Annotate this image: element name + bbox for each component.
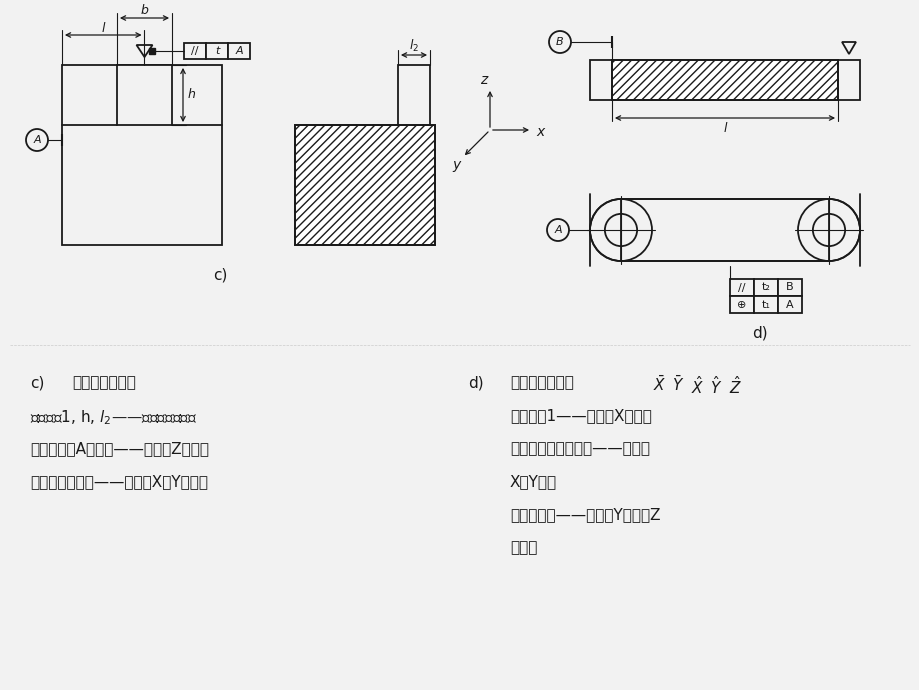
Bar <box>729 279 754 296</box>
Text: 限制五个自由度: 限制五个自由度 <box>509 375 573 390</box>
Text: A: A <box>33 135 40 145</box>
Text: $\hat{Y}$: $\hat{Y}$ <box>709 375 721 397</box>
Circle shape <box>797 199 859 261</box>
Text: B: B <box>556 37 563 47</box>
Text: A: A <box>786 299 793 310</box>
Text: //: // <box>191 46 199 56</box>
Bar <box>117 65 172 125</box>
Text: ⊕: ⊕ <box>736 299 746 310</box>
Text: h: h <box>187 88 196 101</box>
Text: z: z <box>480 73 487 87</box>
Text: 保证与基准A平行度——限制绕Z转动。: 保证与基准A平行度——限制绕Z转动。 <box>30 441 209 456</box>
Circle shape <box>549 31 571 53</box>
Bar <box>754 279 777 296</box>
Bar <box>398 65 429 125</box>
Bar <box>184 43 206 59</box>
Text: y: y <box>452 158 460 172</box>
Bar <box>295 125 435 245</box>
Circle shape <box>26 129 48 151</box>
Text: 转动；: 转动； <box>509 540 537 555</box>
Bar <box>611 60 837 100</box>
Text: 限制六个自由度: 限制六个自由度 <box>72 375 136 390</box>
Text: //: // <box>737 282 745 293</box>
Bar <box>62 65 221 245</box>
Text: $\hat{Z}$: $\hat{Z}$ <box>728 375 742 397</box>
Text: l: l <box>101 21 105 34</box>
Text: A: A <box>235 46 243 56</box>
Bar <box>228 43 250 59</box>
Bar <box>206 43 228 59</box>
Text: $l_2$: $l_2$ <box>409 38 418 54</box>
Circle shape <box>589 199 652 261</box>
Bar <box>729 296 754 313</box>
Bar <box>837 60 859 100</box>
Bar <box>754 296 777 313</box>
Text: A: A <box>553 225 562 235</box>
Text: t: t <box>214 46 219 56</box>
Text: 保证尺寸1, h, $l_2$——限制三个移动；: 保证尺寸1, h, $l_2$——限制三个移动； <box>30 408 197 426</box>
Text: X，Y转动: X，Y转动 <box>509 474 557 489</box>
Text: 保证尺寸1——限制沿X移动；: 保证尺寸1——限制沿X移动； <box>509 408 652 423</box>
Bar <box>777 279 801 296</box>
Text: 保证与左孔的平行度——限制绕: 保证与左孔的平行度——限制绕 <box>509 441 650 456</box>
Bar <box>589 60 611 100</box>
Text: l: l <box>722 121 726 135</box>
Bar <box>620 199 828 261</box>
Text: $\hat{X}$: $\hat{X}$ <box>690 375 704 397</box>
Text: c): c) <box>30 375 44 390</box>
Text: d): d) <box>752 326 767 341</box>
Bar <box>611 60 837 100</box>
Bar <box>777 296 801 313</box>
Text: b: b <box>141 5 148 17</box>
Text: t₁: t₁ <box>761 299 769 310</box>
Text: x: x <box>535 125 543 139</box>
Text: $\bar{X}$: $\bar{X}$ <box>652 375 665 394</box>
Text: $\bar{Y}$: $\bar{Y}$ <box>671 375 684 394</box>
Circle shape <box>547 219 568 241</box>
Text: d): d) <box>468 375 483 390</box>
Text: t₂: t₂ <box>761 282 769 293</box>
Text: 保证与底面平行——限制绕X，Y转动。: 保证与底面平行——限制绕X，Y转动。 <box>30 474 208 489</box>
Text: c): c) <box>212 267 227 282</box>
Text: B: B <box>786 282 793 293</box>
Bar <box>295 125 435 245</box>
Text: 保证对称度——限制沿Y移动和Z: 保证对称度——限制沿Y移动和Z <box>509 507 660 522</box>
